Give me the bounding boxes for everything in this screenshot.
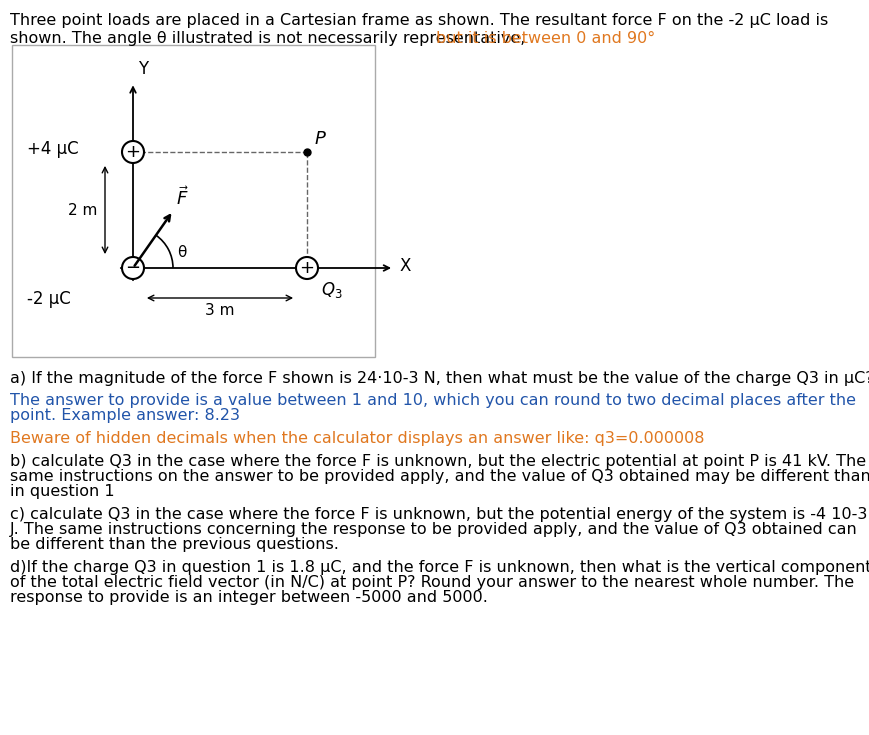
Text: Beware of hidden decimals when the calculator displays an answer like: q3=0.0000: Beware of hidden decimals when the calcu…: [10, 431, 704, 446]
Text: +: +: [299, 259, 314, 277]
Text: b) calculate Q3 in the case where the force F is unknown, but the electric poten: b) calculate Q3 in the case where the fo…: [10, 454, 866, 469]
Text: −: −: [125, 259, 141, 277]
Text: $\vec{F}$: $\vec{F}$: [176, 186, 189, 209]
Text: shown. The angle θ illustrated is not necessarily representative,: shown. The angle θ illustrated is not ne…: [10, 31, 530, 46]
Circle shape: [122, 257, 144, 279]
Text: point. Example answer: 8.23: point. Example answer: 8.23: [10, 408, 240, 423]
Text: 3 m: 3 m: [205, 303, 235, 318]
Text: $Q_3$: $Q_3$: [321, 280, 342, 300]
Text: but it is between 0 and 90°: but it is between 0 and 90°: [435, 31, 654, 46]
Text: c) calculate Q3 in the case where the force F is unknown, but the potential ener: c) calculate Q3 in the case where the fo…: [10, 507, 866, 522]
Bar: [12, 45, 375, 357]
Text: d)If the charge Q3 in question 1 is 1.8 μC, and the force F is unknown, then wha: d)If the charge Q3 in question 1 is 1.8 …: [10, 560, 869, 575]
Text: P: P: [315, 130, 326, 148]
Text: +: +: [125, 143, 140, 161]
Text: 2 m: 2 m: [68, 203, 96, 218]
Text: +4 μC: +4 μC: [27, 140, 78, 158]
Text: of the total electric field vector (in N/C) at point P? Round your answer to the: of the total electric field vector (in N…: [10, 575, 853, 590]
Text: a) If the magnitude of the force F shown is 24·10-3 N, then what must be the val: a) If the magnitude of the force F shown…: [10, 371, 869, 386]
Text: X: X: [400, 257, 411, 275]
Text: response to provide is an integer between -5000 and 5000.: response to provide is an integer betwee…: [10, 590, 488, 605]
Text: Three point loads are placed in a Cartesian frame as shown. The resultant force : Three point loads are placed in a Cartes…: [10, 13, 827, 28]
Text: The answer to provide is a value between 1 and 10, which you can round to two de: The answer to provide is a value between…: [10, 393, 855, 408]
Circle shape: [122, 141, 144, 163]
Text: -2 μC: -2 μC: [27, 290, 70, 308]
Text: J. The same instructions concerning the response to be provided apply, and the v: J. The same instructions concerning the …: [10, 522, 857, 537]
Circle shape: [295, 257, 318, 279]
Text: be different than the previous questions.: be different than the previous questions…: [10, 537, 339, 552]
Text: in question 1: in question 1: [10, 484, 115, 499]
Text: same instructions on the answer to be provided apply, and the value of Q3 obtain: same instructions on the answer to be pr…: [10, 469, 869, 484]
Text: θ: θ: [176, 245, 186, 260]
Text: Y: Y: [138, 60, 148, 79]
